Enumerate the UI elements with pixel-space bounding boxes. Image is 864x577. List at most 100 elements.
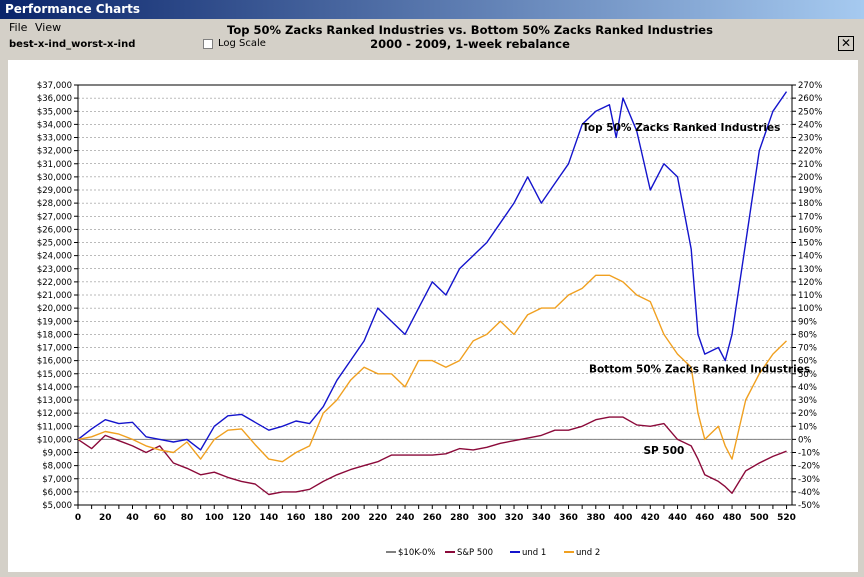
y-tick-label: $26,000 [37,225,72,235]
y-tick-label: $25,000 [37,239,72,249]
y2-tick-label: 260% [798,94,822,104]
window-title-bar: Performance Charts [0,0,864,19]
y2-tick-label: 20% [798,409,817,419]
chart-subtitle: 2000 - 2009, 1-week rebalance [370,37,570,51]
chart-title-block: Top 50% Zacks Ranked Industries vs. Bott… [200,23,740,51]
y2-tick-label: 150% [798,239,822,249]
y-tick-label: $5,000 [42,501,72,511]
x-tick-label: 320 [505,513,524,523]
series-line-2 [77,91,788,451]
legend-label: und 1 [522,548,546,558]
chart-title: Top 50% Zacks Ranked Industries vs. Bott… [227,23,713,37]
x-tick-label: 520 [777,513,796,523]
y-tick-label: $28,000 [37,199,72,209]
menu-file[interactable]: File [9,21,28,34]
annotations: Top 50% Zacks Ranked Industries Bottom 50… [582,122,810,457]
x-tick-label: 260 [423,513,442,523]
y2-tick-label: 70% [798,344,817,354]
y2-tick-label: -50% [798,501,820,511]
x-tick-label: 0 [75,513,81,523]
y-tick-label: $23,000 [37,265,72,275]
x-tick-label: 40 [126,513,139,523]
log-scale-checkbox[interactable] [203,38,213,49]
y2-tick-label: -40% [798,488,820,498]
y-tick-label: $34,000 [37,120,72,130]
y2-tick-label: 100% [798,304,822,314]
close-button[interactable]: ✕ [838,36,854,51]
legend-label: $10K-0% [398,548,435,558]
x-tick-label: 60 [153,513,166,523]
close-icon: ✕ [840,36,852,50]
y-tick-label: $6,000 [42,488,72,498]
y2-tick-label: 110% [798,291,822,301]
log-scale-toggle[interactable]: Log Scale [203,38,266,49]
menu-view[interactable]: View [35,21,62,34]
y-tick-label: $29,000 [37,186,72,196]
y2-tick-label: 130% [798,265,822,275]
y2-tick-label: 30% [798,396,817,406]
x-tick-label: 440 [668,513,687,523]
annotation-1: Bottom 50% Zacks Ranked Industries [589,363,810,375]
x-tick-label: 340 [532,513,551,523]
y2-tick-label: -10% [798,449,820,459]
y-tick-label: $24,000 [37,252,72,262]
y2-tick-label: 250% [798,107,822,117]
series-lines [77,91,792,496]
y2-tick-label: 140% [798,252,822,262]
x-tick-label: 300 [477,513,496,523]
y-tick-label: $17,000 [37,344,72,354]
x-tick-label: 360 [559,513,578,523]
y-tick-label: $15,000 [37,370,72,380]
y2-tick-label: 200% [798,173,822,183]
x-tick-label: 460 [695,513,714,523]
y-tick-label: $37,000 [37,81,72,91]
legend-label: S&P 500 [457,548,493,558]
series-line-1 [77,416,787,496]
y2-tick-label: 220% [798,147,822,157]
y-tick-label: $11,000 [37,422,72,432]
y-tick-label: $31,000 [37,160,72,170]
x-tick-label: 140 [259,513,278,523]
y-tick-label: $32,000 [37,147,72,157]
y2-tick-label: 270% [798,81,822,91]
y2-tick-label: 80% [798,330,817,340]
y-tick-label: $18,000 [37,330,72,340]
y-tick-label: $30,000 [37,173,72,183]
performance-chart: $5,000 $6,000 $7,000 $8,000 $9,000 $10,000 $11… [37,81,822,558]
x-tick-label: 500 [750,513,769,523]
x-tick-label: 240 [396,513,415,523]
y-tick-label: $22,000 [37,278,72,288]
x-tick-label: 400 [614,513,633,523]
x-tick-label: 180 [314,513,333,523]
y-tick-label: $13,000 [37,396,72,406]
y-tick-label: $19,000 [37,317,72,327]
y2-tick-label: 230% [798,134,822,144]
x-tick-label: 160 [287,513,306,523]
y2-tick-label: 50% [798,370,817,380]
y2-tick-label: 210% [798,160,822,170]
y-tick-label: $16,000 [37,357,72,367]
x-tick-label: 420 [641,513,660,523]
x-tick-label: 480 [723,513,742,523]
y2-tick-label: 10% [798,422,817,432]
y2-tick-label: 160% [798,225,822,235]
log-scale-label: Log Scale [218,38,266,49]
y-tick-label: $8,000 [42,462,72,472]
chart-panel: $5,000 $6,000 $7,000 $8,000 $9,000 $10,000 $11… [8,60,858,572]
x-tick-label: 220 [368,513,387,523]
y-tick-label: $14,000 [37,383,72,393]
window-title: Performance Charts [5,2,141,16]
y-tick-label: $12,000 [37,409,72,419]
strategy-name: best-x-ind_worst-x-ind [9,39,136,50]
y2-tick-label: 60% [798,357,817,367]
annotation-2: SP 500 [643,445,684,457]
y-tick-label: $10,000 [37,435,72,445]
legend: $10K-0% S&P 500 und 1 und 2 [386,548,600,558]
y2-tick-label: -30% [798,475,820,485]
y2-tick-label: 190% [798,186,822,196]
x-tick-label: 80 [181,513,194,523]
series-line-3 [77,274,787,463]
y2-tick-label: 0% [798,435,812,445]
y2-tick-label: 120% [798,278,822,288]
y-tick-label: $21,000 [37,291,72,301]
